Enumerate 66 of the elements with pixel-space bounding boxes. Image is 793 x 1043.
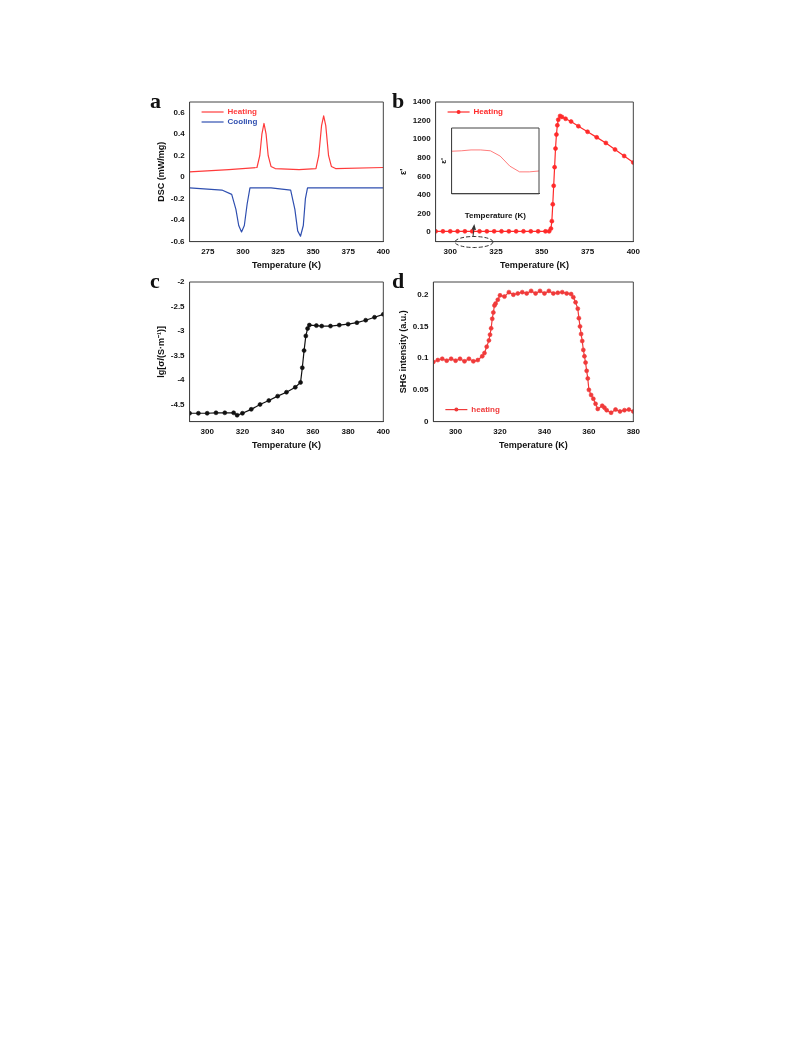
y-tick-label: 0.05 — [412, 385, 429, 395]
y-axis-title: ε' — [439, 157, 448, 164]
y-axis-title: lg[σ/(S·m⁻¹)] — [155, 325, 166, 378]
y-tick-label: 1000 — [412, 134, 432, 144]
y-tick-label: 0 — [426, 227, 432, 237]
legend-label: Cooling — [227, 117, 258, 127]
x-tick-label: 300 — [448, 426, 463, 436]
y-tick-label: -0.4 — [170, 215, 186, 225]
x-tick-label: 400 — [376, 246, 391, 256]
x-axis-title: Temperature (K) — [500, 260, 569, 271]
legend-label: Heating — [473, 107, 504, 117]
x-tick-label: 400 — [376, 426, 391, 436]
x-tick-label: 360 — [306, 426, 321, 436]
chart-title: d — [392, 268, 405, 294]
y-axis-title: DSC (mW/mg) — [155, 141, 166, 202]
y-tick-label: 0 — [180, 172, 186, 182]
legend-label: Heating — [227, 107, 258, 117]
y-tick-label: 0.4 — [173, 129, 186, 139]
x-tick-label: 300 — [200, 426, 215, 436]
x-tick-label: 380 — [341, 426, 356, 436]
x-tick-label: 275 — [201, 246, 216, 256]
y-tick-label: 1200 — [412, 115, 432, 125]
y-tick-label: -2.5 — [170, 301, 186, 311]
y-tick-label: 0.15 — [412, 321, 429, 331]
y-tick-label: -3 — [177, 326, 186, 336]
x-tick-label: 360 — [582, 426, 597, 436]
x-axis-title: Temperature (K) — [498, 440, 568, 451]
x-axis-title: Temperature (K) — [464, 211, 527, 221]
x-tick-label: 340 — [270, 426, 285, 436]
y-tick-label: 600 — [417, 171, 432, 181]
y-tick-label: -4.5 — [170, 399, 186, 409]
y-tick-label: 1400 — [412, 97, 432, 107]
chart-title: c — [150, 268, 160, 294]
x-axis-title: Temperature (K) — [252, 260, 321, 271]
y-tick-label: -3.5 — [170, 350, 186, 360]
y-axis-title: ε' — [397, 168, 408, 176]
x-tick-label: 300 — [236, 246, 251, 256]
x-tick-label: 400 — [626, 246, 641, 256]
x-tick-label: 325 — [271, 246, 286, 256]
x-tick-label: 380 — [626, 426, 641, 436]
x-tick-label: 340 — [537, 426, 552, 436]
y-tick-label: 0 — [423, 416, 429, 426]
y-tick-label: 800 — [417, 153, 432, 163]
x-tick-label: 375 — [580, 246, 595, 256]
y-tick-label: -2 — [177, 277, 186, 287]
y-tick-label: -4 — [177, 375, 186, 385]
x-tick-label: 320 — [493, 426, 508, 436]
y-tick-label: 0.1 — [417, 353, 429, 363]
y-tick-label: 0.2 — [173, 150, 186, 160]
y-tick-label: 400 — [417, 190, 432, 200]
x-tick-label: 325 — [489, 246, 504, 256]
legend-label: heating — [471, 404, 500, 414]
chart-title: a — [150, 88, 161, 114]
x-tick-label: 350 — [306, 246, 321, 256]
y-axis-title: SHG intensity (a.u.) — [397, 310, 408, 394]
y-tick-label: -0.2 — [170, 193, 186, 203]
x-tick-label: 350 — [535, 246, 549, 256]
x-tick-label: 375 — [341, 246, 356, 256]
x-axis-title: Temperature (K) — [252, 440, 321, 451]
y-tick-label: 0.2 — [417, 289, 429, 299]
x-tick-label: 320 — [235, 426, 250, 436]
y-tick-label: 200 — [417, 208, 432, 218]
x-tick-label: 300 — [443, 246, 458, 256]
y-tick-label: 0.6 — [173, 107, 186, 117]
chart-title: b — [392, 88, 405, 114]
y-tick-label: -0.6 — [170, 236, 186, 246]
